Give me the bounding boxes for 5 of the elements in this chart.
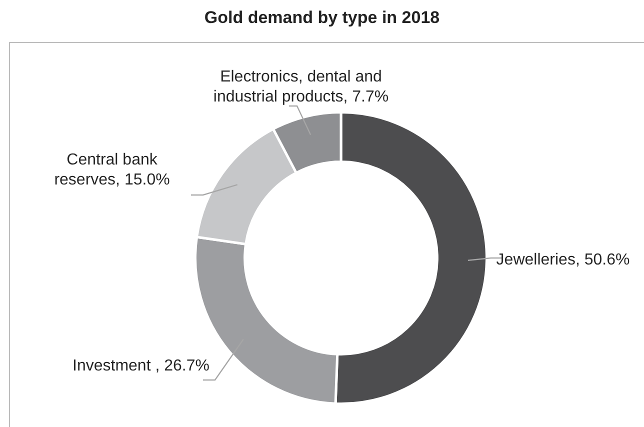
slice-label: Central bank reserves, 15.0% [54,151,170,188]
slice-label: Investment , 26.7% [72,357,210,374]
slice-label: Electronics, dental and industrial products, 7.7% [213,68,389,106]
chart-title: Gold demand by type in 2018 [203,8,441,28]
slice-label: Jewelleries, 50.6% [496,251,630,268]
